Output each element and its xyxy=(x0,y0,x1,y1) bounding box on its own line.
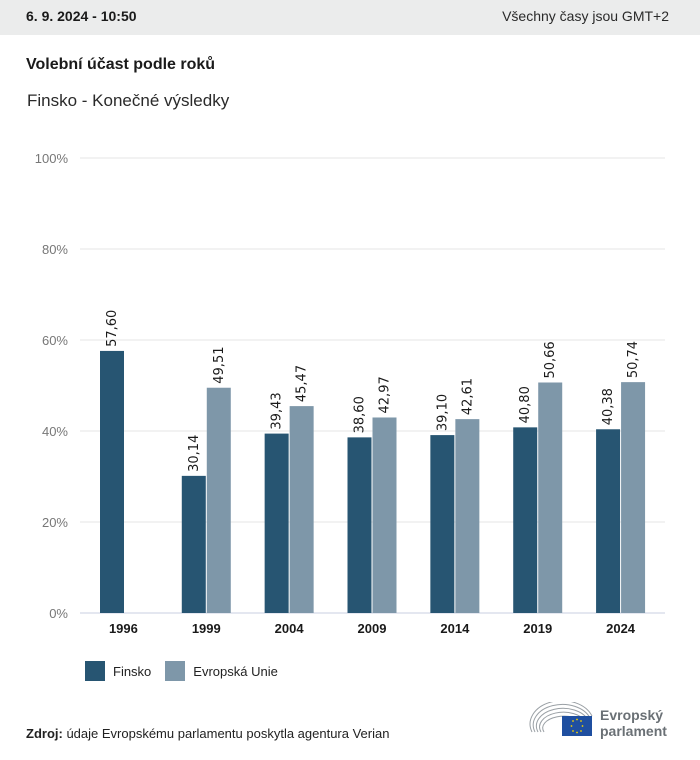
bar-evropská-unie xyxy=(206,387,231,613)
source-text: údaje Evropskému parlamentu poskytla age… xyxy=(62,726,390,741)
top-bar: 6. 9. 2024 - 10:50 Všechny časy jsou GMT… xyxy=(0,0,700,35)
data-label: 40,38 xyxy=(601,388,616,425)
bar-evropská-unie xyxy=(289,406,314,613)
data-label: 50,74 xyxy=(626,341,641,378)
datetime: 6. 9. 2024 - 10:50 xyxy=(26,8,137,24)
y-tick-label: 20% xyxy=(42,515,68,530)
x-tick-label: 1996 xyxy=(109,621,138,636)
legend-label-eu: Evropská Unie xyxy=(193,663,278,679)
source-note: Zdroj: údaje Evropskému parlamentu posky… xyxy=(26,726,389,741)
legend-item-eu[interactable]: Evropská Unie xyxy=(165,661,278,681)
data-label: 39,10 xyxy=(435,394,450,431)
x-tick-label: 1999 xyxy=(192,621,221,636)
bar-finsko xyxy=(181,475,206,613)
y-tick-label: 80% xyxy=(42,242,68,257)
bar-finsko xyxy=(596,429,621,613)
bar-finsko xyxy=(100,350,124,613)
data-label: 42,61 xyxy=(460,378,475,415)
data-label: 57,60 xyxy=(105,310,120,347)
eu-flag-icon xyxy=(562,716,592,736)
data-label: 49,51 xyxy=(212,347,227,384)
parliament-hemicycle-icon xyxy=(529,700,593,736)
x-tick-label: 2014 xyxy=(440,621,470,636)
bar-evropská-unie xyxy=(455,419,480,613)
bar-evropská-unie xyxy=(621,382,646,613)
bar-chart: 0% 20% 40% 60% 80% 100% 1996 57,60 1999 30,14 49,5… xyxy=(35,151,665,636)
x-tick-label: 2024 xyxy=(606,621,636,636)
legend-label-finsko: Finsko xyxy=(113,663,152,679)
bar-evropská-unie xyxy=(372,417,397,613)
data-label: 38,60 xyxy=(353,396,368,433)
timezone-note: Všechny časy jsou GMT+2 xyxy=(502,8,669,24)
data-label: 39,43 xyxy=(270,392,285,429)
data-label: 50,66 xyxy=(543,341,558,378)
bar-finsko xyxy=(347,437,372,613)
y-tick-label: 40% xyxy=(42,424,68,439)
x-tick-label: 2019 xyxy=(523,621,552,636)
bar-finsko xyxy=(264,433,289,613)
y-tick-label: 0% xyxy=(49,606,68,621)
data-label: 45,47 xyxy=(295,365,310,402)
y-tick-label: 100% xyxy=(35,151,69,166)
legend-item-finsko[interactable]: Finsko xyxy=(85,661,151,681)
bar-finsko xyxy=(430,435,455,613)
x-tick-label: 2004 xyxy=(275,621,305,636)
legend-swatch-finsko xyxy=(85,661,105,681)
european-parliament-logo: Evropský parlament xyxy=(528,700,678,742)
legend: Finsko Evropská Unie xyxy=(85,661,292,681)
data-label: 40,80 xyxy=(518,386,533,423)
bar-finsko xyxy=(513,427,538,613)
logo-text: Evropský parlament xyxy=(600,707,667,739)
chart-subtitle: Finsko - Konečné výsledky xyxy=(27,91,230,110)
chart-title: Volební účast podle roků xyxy=(26,56,216,73)
x-tick-label: 2009 xyxy=(358,621,387,636)
legend-swatch-eu xyxy=(165,661,186,681)
data-label: 30,14 xyxy=(187,435,202,472)
y-tick-label: 60% xyxy=(42,333,68,348)
bar-evropská-unie xyxy=(538,382,563,613)
data-label: 42,97 xyxy=(378,376,393,413)
source-label: Zdroj: xyxy=(26,726,63,741)
